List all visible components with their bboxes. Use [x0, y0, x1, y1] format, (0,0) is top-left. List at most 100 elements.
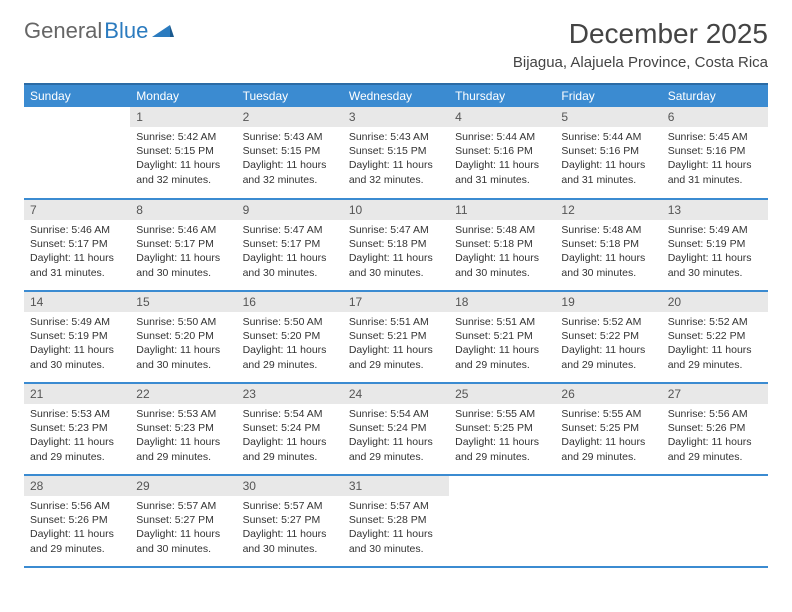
day-details: Sunrise: 5:50 AMSunset: 5:20 PMDaylight:… — [130, 312, 236, 378]
day-number: 12 — [555, 200, 661, 220]
logo-triangle-icon — [152, 23, 174, 39]
calendar-cell: 12Sunrise: 5:48 AMSunset: 5:18 PMDayligh… — [555, 199, 661, 291]
calendar-cell — [24, 107, 130, 199]
day-number: 26 — [555, 384, 661, 404]
location-text: Bijagua, Alajuela Province, Costa Rica — [513, 54, 768, 71]
day-number: 16 — [237, 292, 343, 312]
day-details: Sunrise: 5:46 AMSunset: 5:17 PMDaylight:… — [130, 220, 236, 286]
month-title: December 2025 — [513, 18, 768, 50]
day-number: 30 — [237, 476, 343, 496]
calendar-cell — [555, 475, 661, 567]
weekday-header: Thursday — [449, 84, 555, 107]
day-details: Sunrise: 5:55 AMSunset: 5:25 PMDaylight:… — [555, 404, 661, 470]
day-number: 25 — [449, 384, 555, 404]
day-number: 28 — [24, 476, 130, 496]
day-details: Sunrise: 5:55 AMSunset: 5:25 PMDaylight:… — [449, 404, 555, 470]
day-details: Sunrise: 5:56 AMSunset: 5:26 PMDaylight:… — [662, 404, 768, 470]
calendar-cell: 19Sunrise: 5:52 AMSunset: 5:22 PMDayligh… — [555, 291, 661, 383]
day-number: 7 — [24, 200, 130, 220]
day-details: Sunrise: 5:42 AMSunset: 5:15 PMDaylight:… — [130, 127, 236, 193]
calendar-cell: 29Sunrise: 5:57 AMSunset: 5:27 PMDayligh… — [130, 475, 236, 567]
day-number: 4 — [449, 107, 555, 127]
day-details: Sunrise: 5:47 AMSunset: 5:17 PMDaylight:… — [237, 220, 343, 286]
day-number: 27 — [662, 384, 768, 404]
calendar-cell: 25Sunrise: 5:55 AMSunset: 5:25 PMDayligh… — [449, 383, 555, 475]
calendar-cell: 24Sunrise: 5:54 AMSunset: 5:24 PMDayligh… — [343, 383, 449, 475]
calendar-cell: 31Sunrise: 5:57 AMSunset: 5:28 PMDayligh… — [343, 475, 449, 567]
day-number: 19 — [555, 292, 661, 312]
day-number: 21 — [24, 384, 130, 404]
calendar-cell: 18Sunrise: 5:51 AMSunset: 5:21 PMDayligh… — [449, 291, 555, 383]
calendar-cell: 1Sunrise: 5:42 AMSunset: 5:15 PMDaylight… — [130, 107, 236, 199]
day-details: Sunrise: 5:49 AMSunset: 5:19 PMDaylight:… — [662, 220, 768, 286]
calendar-cell: 16Sunrise: 5:50 AMSunset: 5:20 PMDayligh… — [237, 291, 343, 383]
calendar-cell: 17Sunrise: 5:51 AMSunset: 5:21 PMDayligh… — [343, 291, 449, 383]
logo: GeneralBlue — [24, 18, 174, 44]
calendar-cell: 4Sunrise: 5:44 AMSunset: 5:16 PMDaylight… — [449, 107, 555, 199]
day-details: Sunrise: 5:54 AMSunset: 5:24 PMDaylight:… — [343, 404, 449, 470]
logo-text-blue: Blue — [104, 18, 148, 44]
day-details: Sunrise: 5:49 AMSunset: 5:19 PMDaylight:… — [24, 312, 130, 378]
day-number: 17 — [343, 292, 449, 312]
day-details: Sunrise: 5:47 AMSunset: 5:18 PMDaylight:… — [343, 220, 449, 286]
day-number: 13 — [662, 200, 768, 220]
calendar-cell: 14Sunrise: 5:49 AMSunset: 5:19 PMDayligh… — [24, 291, 130, 383]
day-details: Sunrise: 5:53 AMSunset: 5:23 PMDaylight:… — [130, 404, 236, 470]
calendar-cell: 27Sunrise: 5:56 AMSunset: 5:26 PMDayligh… — [662, 383, 768, 475]
day-details: Sunrise: 5:52 AMSunset: 5:22 PMDaylight:… — [555, 312, 661, 378]
day-details: Sunrise: 5:45 AMSunset: 5:16 PMDaylight:… — [662, 127, 768, 193]
calendar-cell: 8Sunrise: 5:46 AMSunset: 5:17 PMDaylight… — [130, 199, 236, 291]
logo-text-general: General — [24, 18, 102, 44]
day-details: Sunrise: 5:50 AMSunset: 5:20 PMDaylight:… — [237, 312, 343, 378]
calendar-row: 7Sunrise: 5:46 AMSunset: 5:17 PMDaylight… — [24, 199, 768, 291]
day-number: 3 — [343, 107, 449, 127]
day-details: Sunrise: 5:57 AMSunset: 5:27 PMDaylight:… — [237, 496, 343, 562]
calendar-row: 28Sunrise: 5:56 AMSunset: 5:26 PMDayligh… — [24, 475, 768, 567]
day-details: Sunrise: 5:57 AMSunset: 5:27 PMDaylight:… — [130, 496, 236, 562]
calendar-cell: 9Sunrise: 5:47 AMSunset: 5:17 PMDaylight… — [237, 199, 343, 291]
day-details: Sunrise: 5:52 AMSunset: 5:22 PMDaylight:… — [662, 312, 768, 378]
day-number: 18 — [449, 292, 555, 312]
calendar-cell: 21Sunrise: 5:53 AMSunset: 5:23 PMDayligh… — [24, 383, 130, 475]
calendar-cell: 3Sunrise: 5:43 AMSunset: 5:15 PMDaylight… — [343, 107, 449, 199]
calendar-cell: 7Sunrise: 5:46 AMSunset: 5:17 PMDaylight… — [24, 199, 130, 291]
calendar-cell: 23Sunrise: 5:54 AMSunset: 5:24 PMDayligh… — [237, 383, 343, 475]
day-details: Sunrise: 5:48 AMSunset: 5:18 PMDaylight:… — [555, 220, 661, 286]
day-details: Sunrise: 5:54 AMSunset: 5:24 PMDaylight:… — [237, 404, 343, 470]
day-number: 31 — [343, 476, 449, 496]
calendar-cell: 22Sunrise: 5:53 AMSunset: 5:23 PMDayligh… — [130, 383, 236, 475]
calendar-row: 14Sunrise: 5:49 AMSunset: 5:19 PMDayligh… — [24, 291, 768, 383]
day-number: 11 — [449, 200, 555, 220]
calendar-cell: 10Sunrise: 5:47 AMSunset: 5:18 PMDayligh… — [343, 199, 449, 291]
day-number: 15 — [130, 292, 236, 312]
calendar-cell: 5Sunrise: 5:44 AMSunset: 5:16 PMDaylight… — [555, 107, 661, 199]
calendar-cell: 13Sunrise: 5:49 AMSunset: 5:19 PMDayligh… — [662, 199, 768, 291]
header: GeneralBlue December 2025 Bijagua, Alaju… — [24, 18, 768, 71]
day-number: 29 — [130, 476, 236, 496]
calendar-cell — [449, 475, 555, 567]
title-block: December 2025 Bijagua, Alajuela Province… — [513, 18, 768, 71]
calendar-cell: 30Sunrise: 5:57 AMSunset: 5:27 PMDayligh… — [237, 475, 343, 567]
day-details: Sunrise: 5:48 AMSunset: 5:18 PMDaylight:… — [449, 220, 555, 286]
weekday-header: Friday — [555, 84, 661, 107]
day-number: 2 — [237, 107, 343, 127]
calendar-table: SundayMondayTuesdayWednesdayThursdayFrid… — [24, 83, 768, 568]
weekday-header: Sunday — [24, 84, 130, 107]
weekday-header: Tuesday — [237, 84, 343, 107]
weekday-header-row: SundayMondayTuesdayWednesdayThursdayFrid… — [24, 84, 768, 107]
weekday-header: Saturday — [662, 84, 768, 107]
calendar-cell — [662, 475, 768, 567]
calendar-cell: 26Sunrise: 5:55 AMSunset: 5:25 PMDayligh… — [555, 383, 661, 475]
calendar-cell: 6Sunrise: 5:45 AMSunset: 5:16 PMDaylight… — [662, 107, 768, 199]
day-number: 24 — [343, 384, 449, 404]
calendar-cell: 2Sunrise: 5:43 AMSunset: 5:15 PMDaylight… — [237, 107, 343, 199]
day-details: Sunrise: 5:43 AMSunset: 5:15 PMDaylight:… — [237, 127, 343, 193]
calendar-cell: 15Sunrise: 5:50 AMSunset: 5:20 PMDayligh… — [130, 291, 236, 383]
day-details: Sunrise: 5:46 AMSunset: 5:17 PMDaylight:… — [24, 220, 130, 286]
day-number: 23 — [237, 384, 343, 404]
day-number: 22 — [130, 384, 236, 404]
day-details: Sunrise: 5:51 AMSunset: 5:21 PMDaylight:… — [449, 312, 555, 378]
day-number: 6 — [662, 107, 768, 127]
day-details: Sunrise: 5:44 AMSunset: 5:16 PMDaylight:… — [555, 127, 661, 193]
calendar-row: 21Sunrise: 5:53 AMSunset: 5:23 PMDayligh… — [24, 383, 768, 475]
